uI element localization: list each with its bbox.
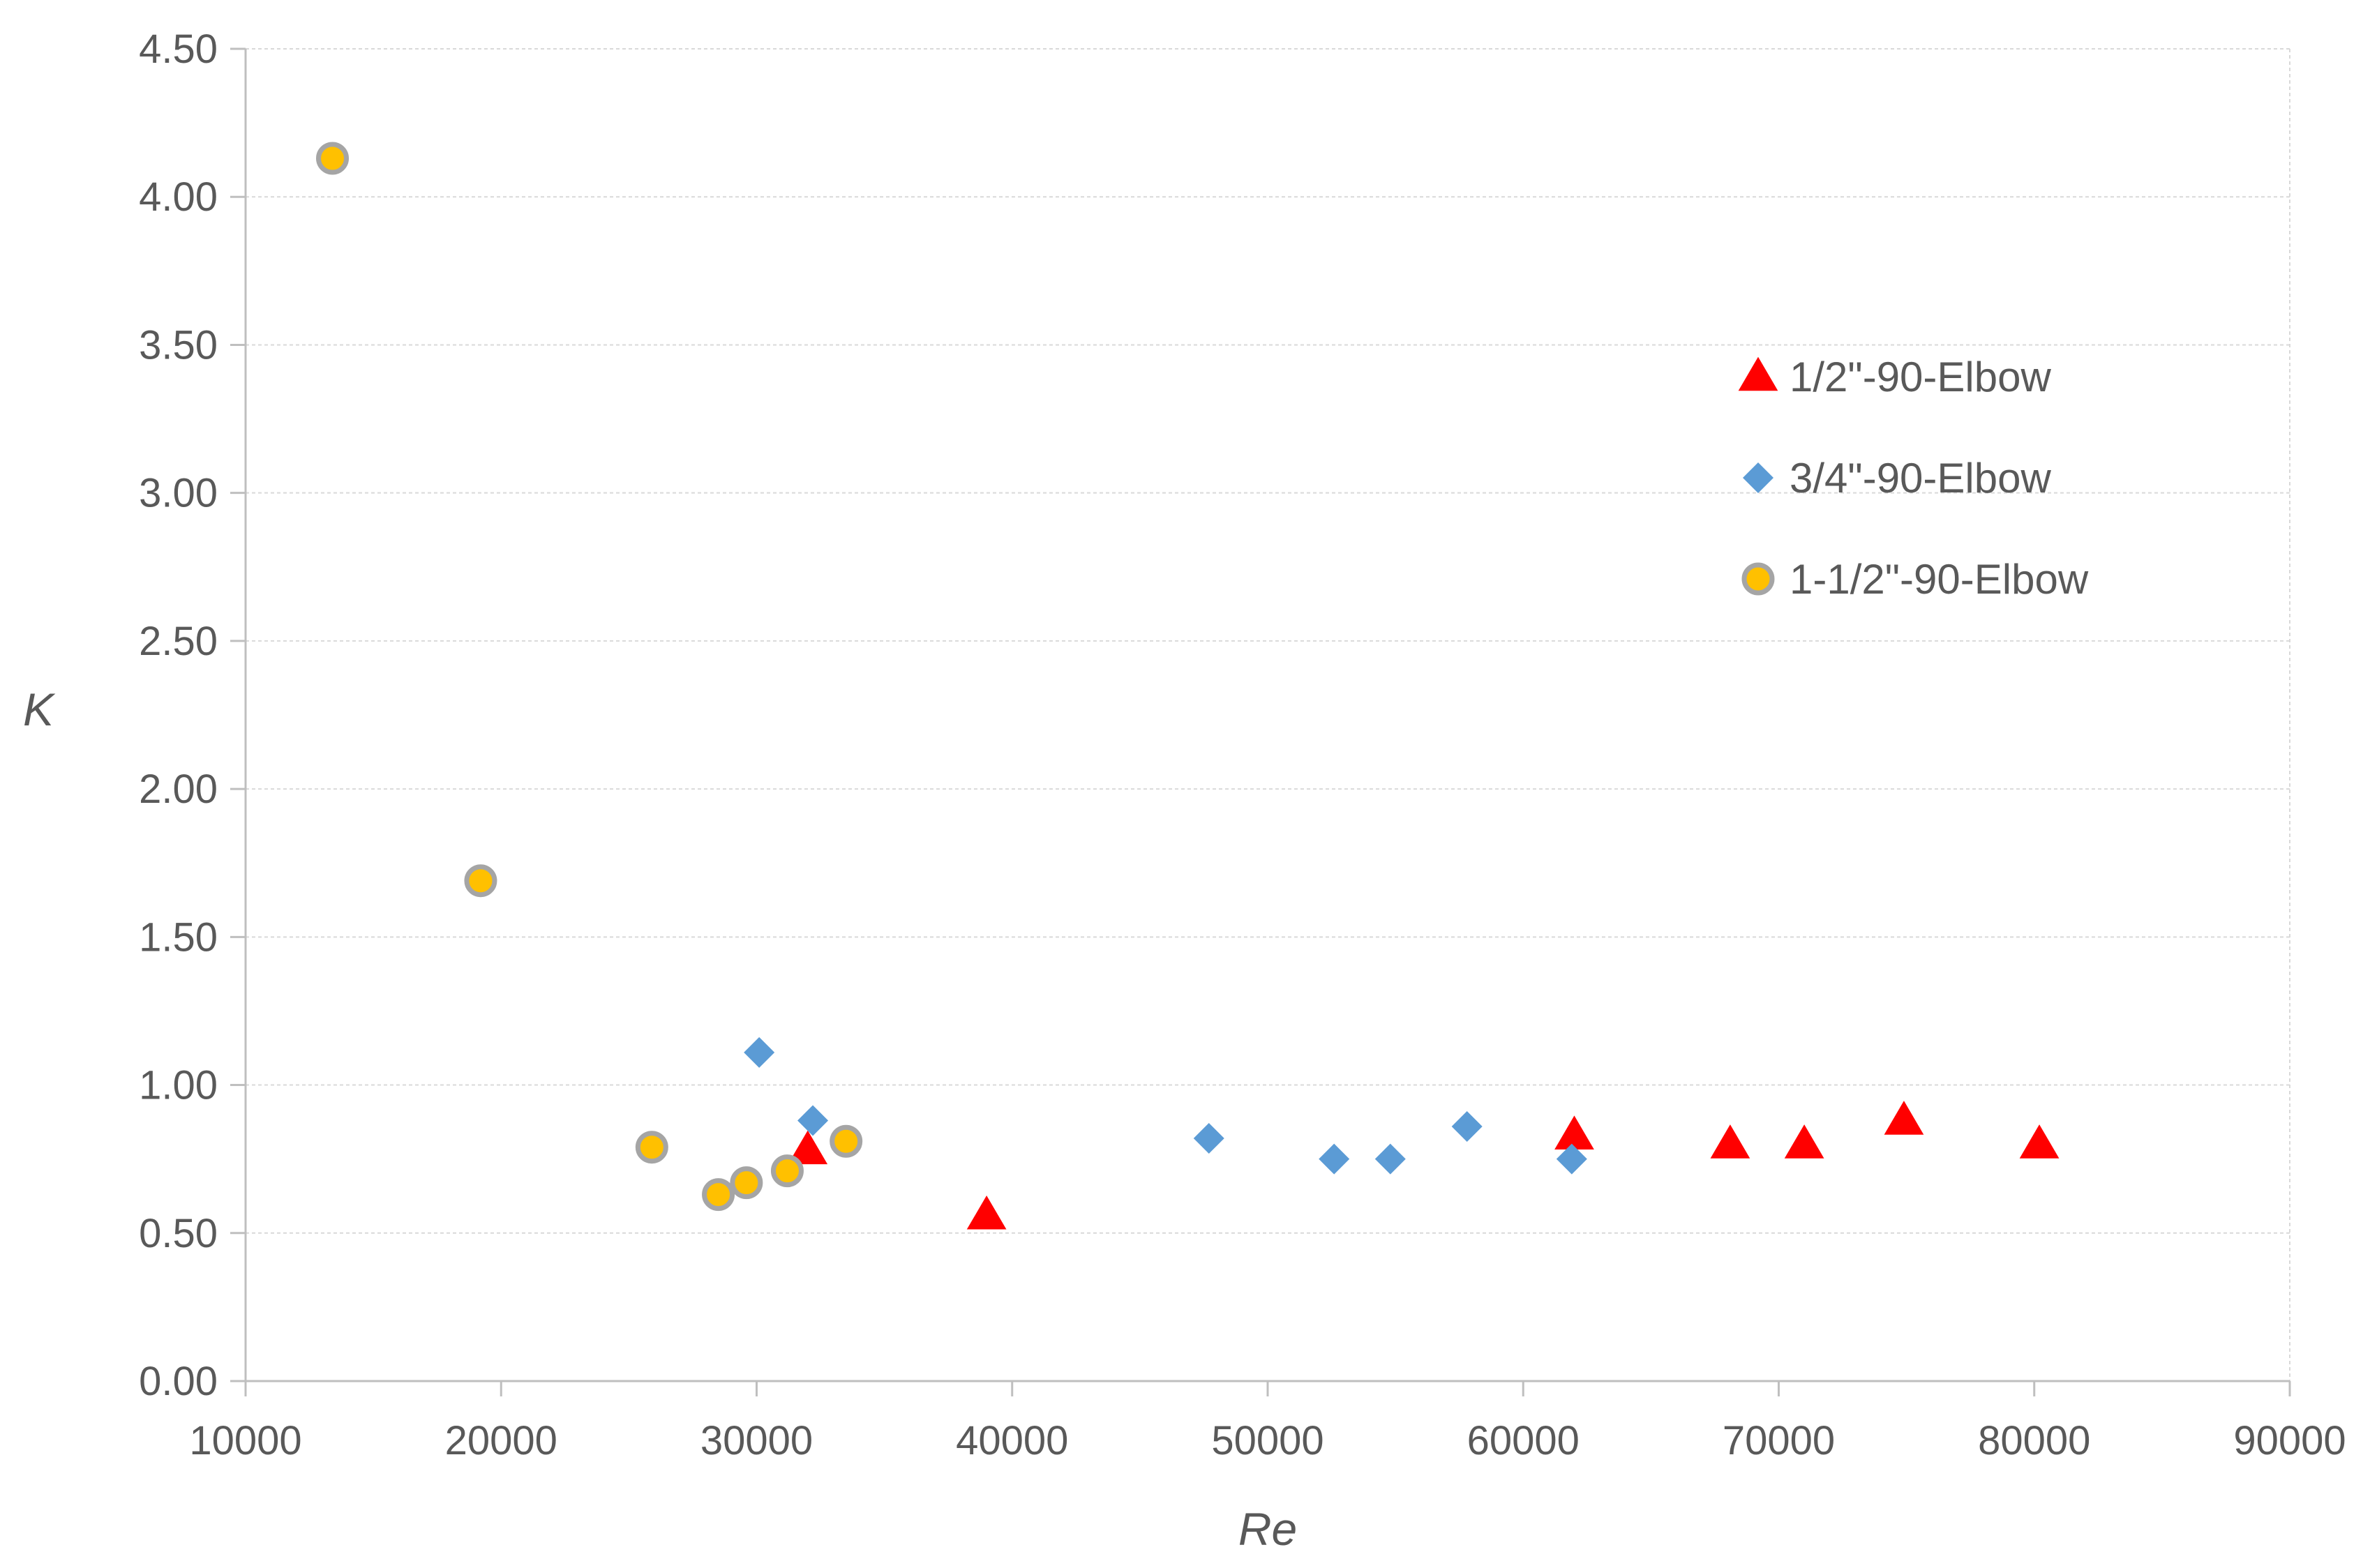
legend: 1/2"-90-Elbow 3/4"-90-Elbow 1-1/2"-90-Elbo… <box>1738 354 2089 603</box>
x-tick-label: 30000 <box>700 1418 813 1463</box>
data-point-circle-point <box>770 1154 804 1188</box>
y-tick-label: 4.00 <box>139 174 218 220</box>
data-point-diamond-point <box>797 1105 829 1136</box>
legend-label: 3/4"-90-Elbow <box>1790 455 2051 502</box>
x-tick-label: 40000 <box>956 1418 1068 1463</box>
data-point-triangle-point <box>2019 1124 2060 1159</box>
data-point-diamond-point <box>1193 1122 1224 1154</box>
axes <box>230 47 2291 1396</box>
y-tick-label: 3.50 <box>139 322 218 368</box>
data-point-circle-point <box>464 864 497 898</box>
data-point-circle-point <box>635 1131 668 1164</box>
gridlines <box>246 48 2290 1381</box>
x-tick-label: 20000 <box>445 1418 557 1463</box>
legend-item: 3/4"-90-Elbow <box>1743 455 2051 502</box>
data-point-diamond-point <box>1556 1143 1587 1175</box>
legend-marker-circle <box>1741 562 1775 596</box>
legend-item: 1-1/2"-90-Elbow <box>1741 556 2089 603</box>
x-tick-label: 10000 <box>189 1418 301 1463</box>
data-point-triangle-point <box>1554 1115 1594 1149</box>
data-point-triangle-point <box>1884 1101 1924 1135</box>
axis-titles: Re K <box>23 684 1297 1555</box>
x-tick-label: 80000 <box>1978 1418 2090 1463</box>
data-point-circle-point <box>830 1124 863 1158</box>
y-tick-label: 3.00 <box>139 471 218 516</box>
x-tick-label: 60000 <box>1467 1418 1580 1463</box>
data-point-circle-point <box>316 142 350 175</box>
data-point-diamond-point <box>1451 1110 1483 1142</box>
y-tick-label: 4.50 <box>139 27 218 72</box>
y-tick-label: 2.50 <box>139 619 218 664</box>
x-tick-label: 50000 <box>1211 1418 1323 1463</box>
data-points <box>316 142 2060 1230</box>
legend-label: 1/2"-90-Elbow <box>1790 354 2051 400</box>
data-point-triangle-point <box>1784 1124 1824 1159</box>
x-tick-label: 90000 <box>2233 1418 2346 1463</box>
data-point-diamond-point <box>1319 1143 1350 1175</box>
x-tick-label: 70000 <box>1723 1418 1835 1463</box>
legend-marker-triangle <box>1738 356 1778 391</box>
tick-labels: 0.00 0.50 1.00 1.50 2.00 2.50 3.00 3.50 4.00 4.50… <box>139 27 2346 1463</box>
data-point-diamond-point <box>744 1036 775 1068</box>
y-tick-label: 1.50 <box>139 914 218 960</box>
data-point-triangle-point <box>1710 1124 1750 1159</box>
y-tick-label: 1.00 <box>139 1063 218 1108</box>
x-axis-title: Re <box>1238 1503 1297 1555</box>
data-point-triangle-point <box>966 1195 1007 1230</box>
legend-marker-diamond <box>1743 462 1773 493</box>
legend-item: 1/2"-90-Elbow <box>1738 354 2051 400</box>
data-point-circle-point <box>702 1178 735 1212</box>
data-point-circle-point <box>730 1166 763 1200</box>
y-axis-title: K <box>23 684 56 735</box>
y-tick-label: 2.00 <box>139 767 218 812</box>
y-tick-label: 0.50 <box>139 1211 218 1256</box>
data-point-diamond-point <box>1374 1143 1406 1175</box>
data-point-triangle-point <box>788 1130 828 1165</box>
y-tick-label: 0.00 <box>139 1359 218 1404</box>
legend-label: 1-1/2"-90-Elbow <box>1790 556 2089 603</box>
